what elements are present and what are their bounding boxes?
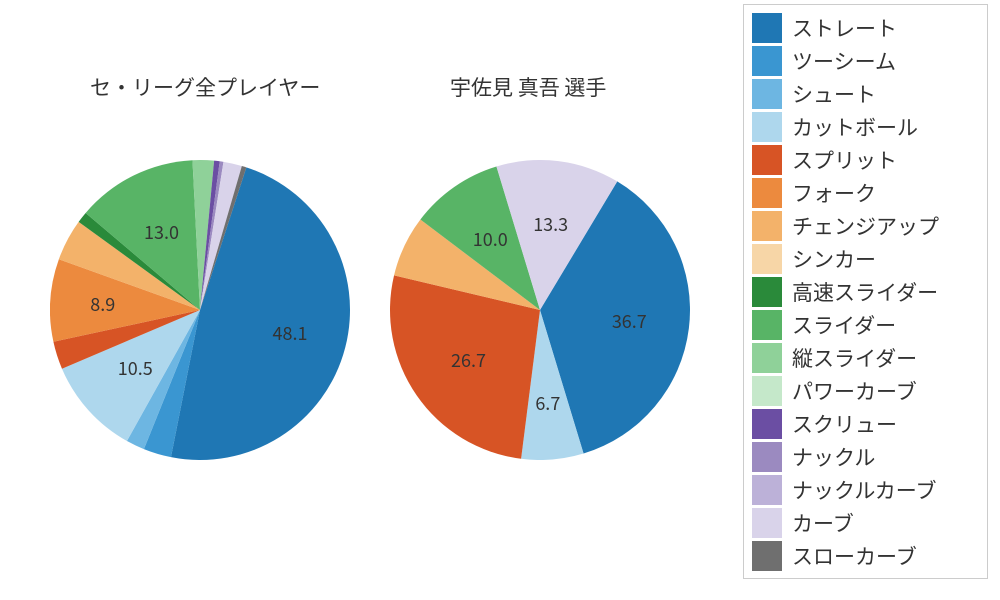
legend-label-slow_curve: スローカーブ: [792, 541, 917, 571]
pie-chart-player: 36.76.726.710.013.3: [390, 160, 690, 460]
legend-item-straight: ストレート: [752, 11, 979, 44]
legend-item-shoot: シュート: [752, 77, 979, 110]
legend-swatch-changeup: [752, 211, 782, 241]
legend-label-sinker: シンカー: [792, 244, 876, 274]
legend-label-cutball: カットボール: [792, 112, 918, 142]
legend-swatch-slider: [752, 310, 782, 340]
legend-swatch-curve: [752, 508, 782, 538]
legend-swatch-two_seam: [752, 46, 782, 76]
legend-label-curve: カーブ: [792, 508, 854, 538]
legend-label-shoot: シュート: [792, 79, 876, 109]
legend-item-screwball: スクリュー: [752, 407, 979, 440]
legend-item-changeup: チェンジアップ: [752, 209, 979, 242]
legend-label-power_curve: パワーカーブ: [792, 376, 917, 406]
legend-swatch-knuckle: [752, 442, 782, 472]
legend-label-screwball: スクリュー: [792, 409, 897, 439]
legend-item-two_seam: ツーシーム: [752, 44, 979, 77]
legend-swatch-slow_curve: [752, 541, 782, 571]
legend-item-slow_curve: スローカーブ: [752, 539, 979, 572]
legend-swatch-sinker: [752, 244, 782, 274]
legend-label-changeup: チェンジアップ: [792, 211, 939, 241]
chart-page: セ・リーグ全プレイヤー 宇佐見 真吾 選手 48.110.58.913.0 36…: [0, 0, 1000, 600]
pie-title-league: セ・リーグ全プレイヤー: [90, 72, 320, 102]
legend-swatch-cutball: [752, 112, 782, 142]
legend-label-two_seam: ツーシーム: [792, 46, 896, 76]
legend-item-power_curve: パワーカーブ: [752, 374, 979, 407]
legend-swatch-fast_slider: [752, 277, 782, 307]
legend-item-fast_slider: 高速スライダー: [752, 275, 979, 308]
legend-swatch-vert_slider: [752, 343, 782, 373]
legend-label-knuckle_curve: ナックルカーブ: [792, 475, 936, 505]
legend-label-slider: スライダー: [792, 310, 896, 340]
pie-title-player: 宇佐見 真吾 選手: [450, 72, 606, 102]
legend-item-vert_slider: 縦スライダー: [752, 341, 979, 374]
legend-item-curve: カーブ: [752, 506, 979, 539]
legend-swatch-fork: [752, 178, 782, 208]
legend-item-split: スプリット: [752, 143, 979, 176]
legend-label-split: スプリット: [792, 145, 897, 175]
legend-label-fork: フォーク: [792, 178, 876, 208]
legend-item-fork: フォーク: [752, 176, 979, 209]
legend-swatch-split: [752, 145, 782, 175]
legend-swatch-screwball: [752, 409, 782, 439]
legend-item-slider: スライダー: [752, 308, 979, 341]
pie-chart-league: 48.110.58.913.0: [50, 160, 350, 460]
legend-swatch-power_curve: [752, 376, 782, 406]
legend-swatch-shoot: [752, 79, 782, 109]
legend-label-knuckle: ナックル: [792, 442, 875, 472]
legend-item-cutball: カットボール: [752, 110, 979, 143]
legend-label-vert_slider: 縦スライダー: [792, 343, 917, 373]
legend-item-knuckle_curve: ナックルカーブ: [752, 473, 979, 506]
legend-item-sinker: シンカー: [752, 242, 979, 275]
legend-label-fast_slider: 高速スライダー: [792, 277, 938, 307]
legend-item-knuckle: ナックル: [752, 440, 979, 473]
legend-swatch-knuckle_curve: [752, 475, 782, 505]
legend: ストレートツーシームシュートカットボールスプリットフォークチェンジアップシンカー…: [743, 4, 988, 579]
legend-label-straight: ストレート: [792, 13, 897, 43]
legend-swatch-straight: [752, 13, 782, 43]
